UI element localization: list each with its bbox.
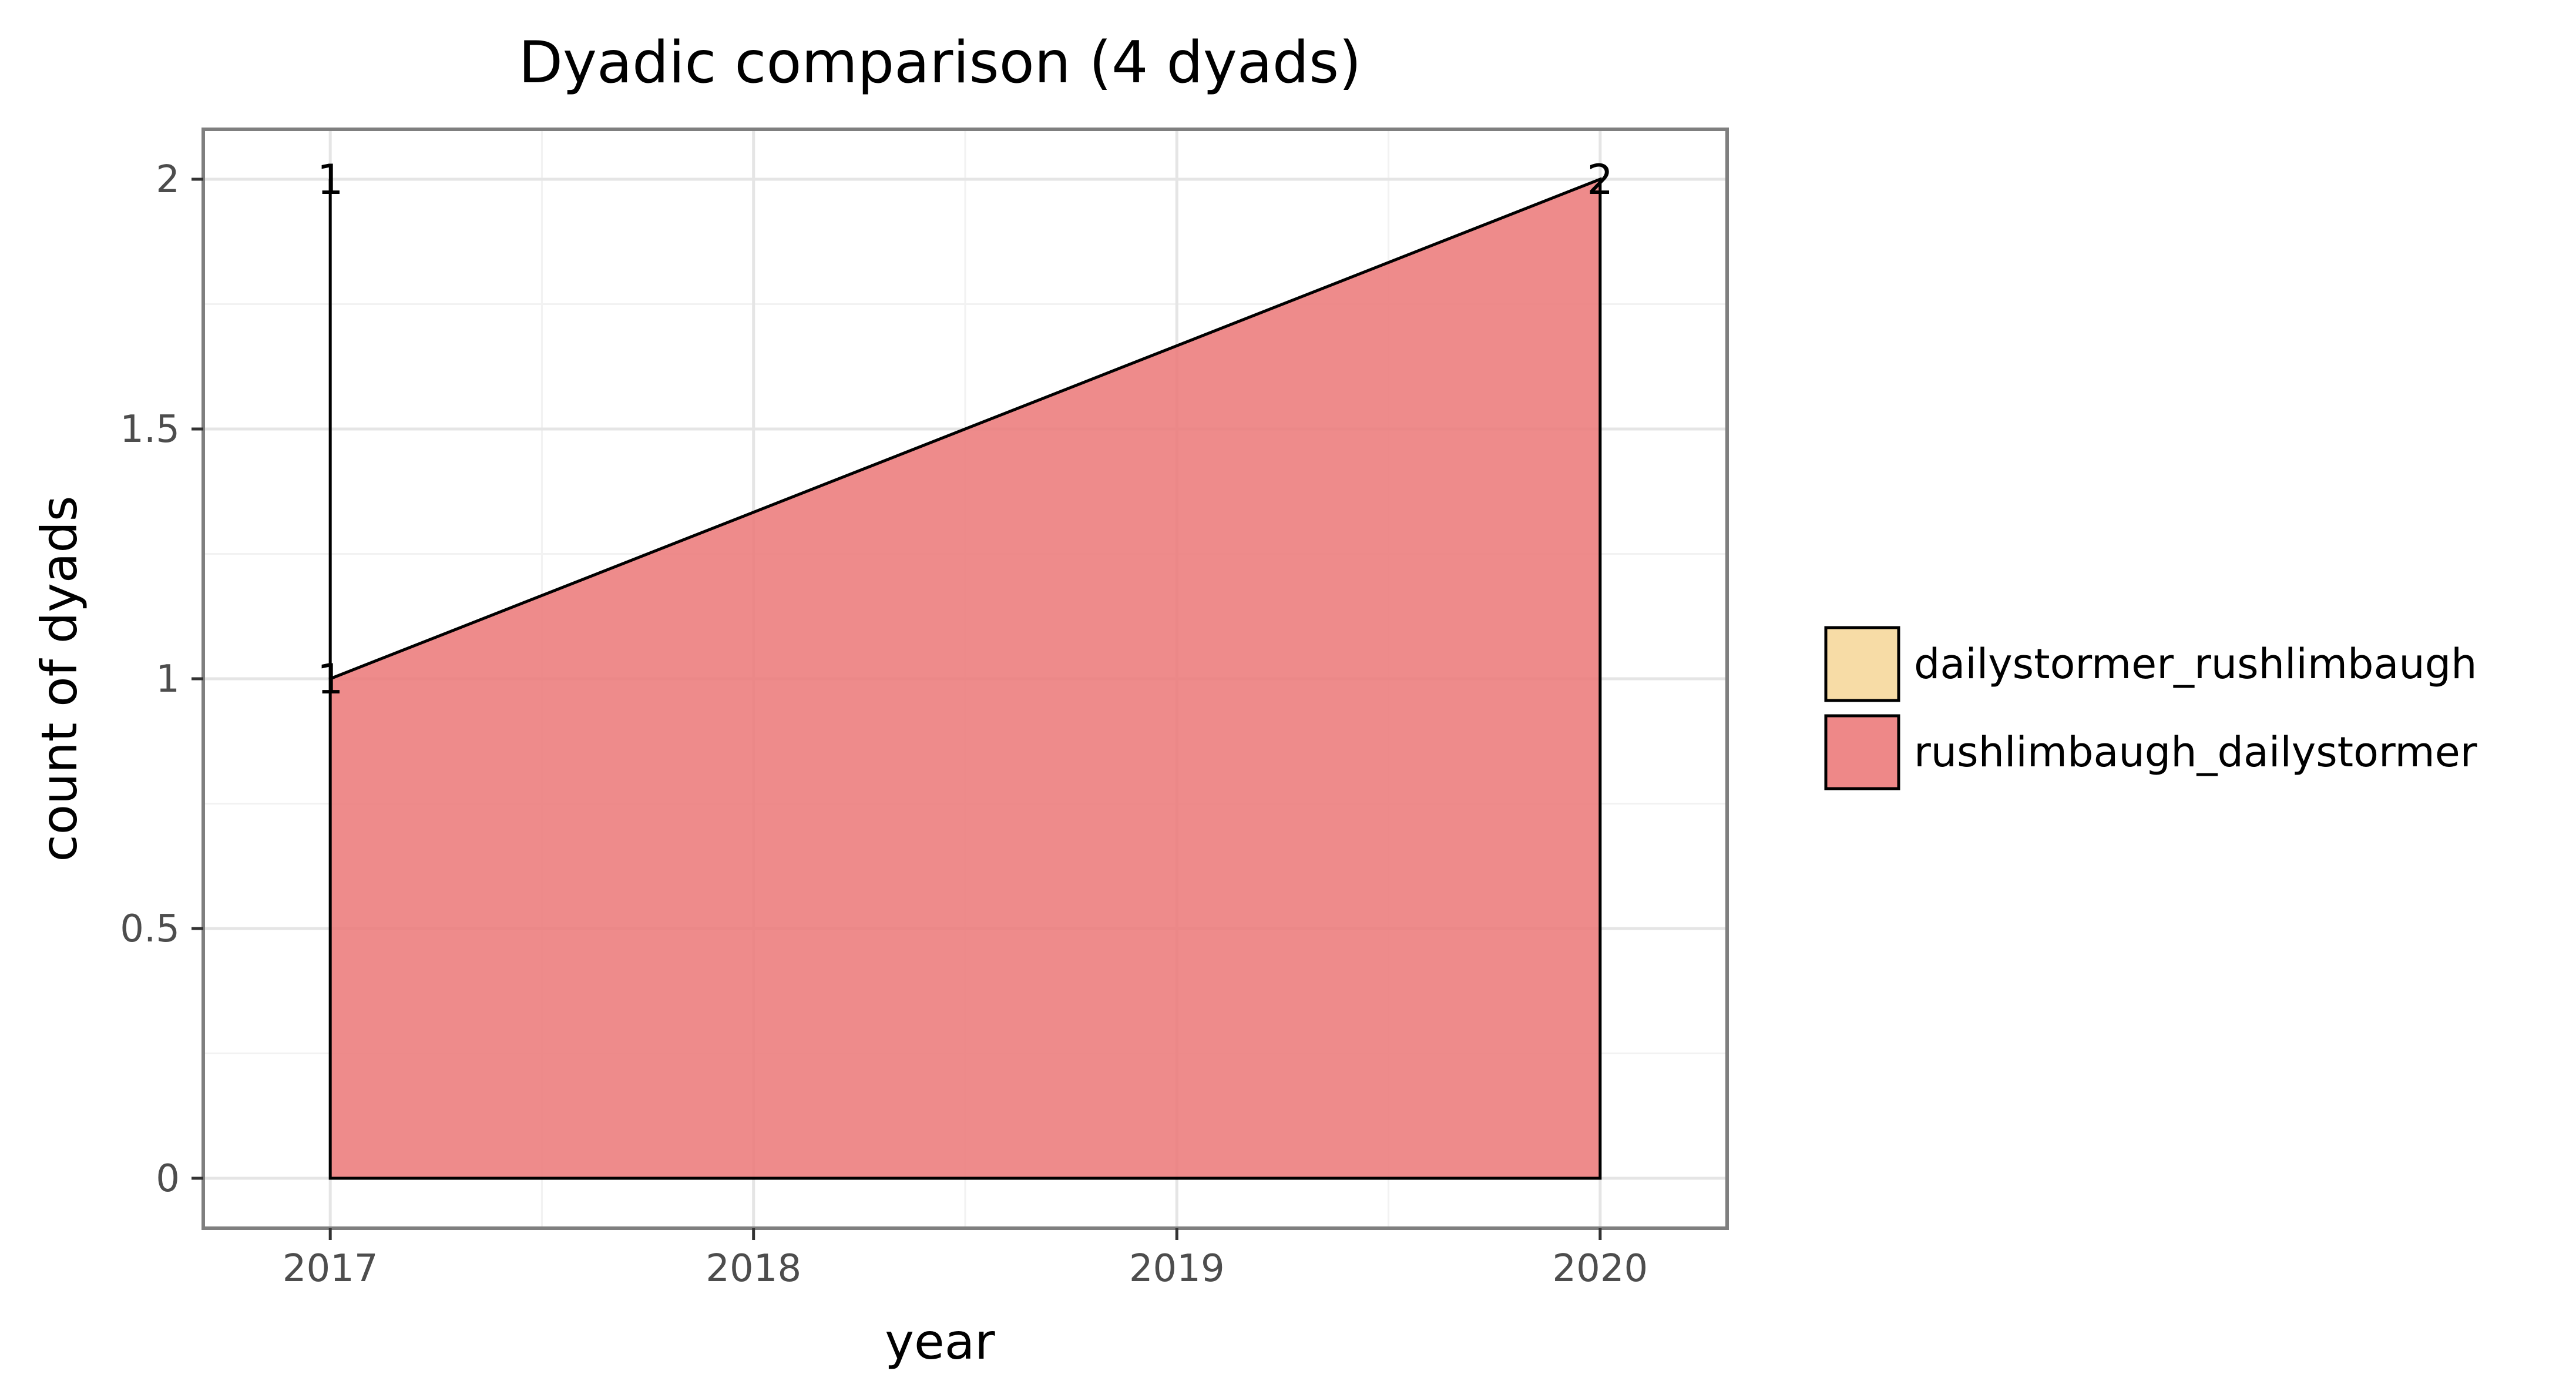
data-label: 2 <box>1587 156 1614 204</box>
y-axis-title: count of dyads <box>31 496 88 862</box>
x-tick-label: 2019 <box>1129 1247 1225 1291</box>
x-tick-label: 2018 <box>706 1247 801 1291</box>
axes: 2017 2018 2019 2020 0 0.5 1 1.5 2 <box>120 158 1648 1291</box>
x-tick-label: 2017 <box>283 1247 378 1291</box>
legend: dailystormer_rushlimbaugh rushlimbaugh_da… <box>1824 626 2477 790</box>
legend-label: dailystormer_rushlimbaugh <box>1914 640 2477 688</box>
area-rushlimbaugh_dailystormer <box>328 177 1602 1180</box>
data-label: 1 <box>317 156 344 204</box>
legend-swatch <box>1824 714 1900 790</box>
y-tick-label: 2 <box>156 158 180 202</box>
x-tick-label: 2020 <box>1552 1247 1648 1291</box>
legend-label: rushlimbaugh_dailystormer <box>1914 728 2477 776</box>
legend-swatch <box>1824 626 1900 702</box>
y-tick-label: 1 <box>156 658 180 701</box>
y-tick-label: 0 <box>156 1157 180 1201</box>
x-axis-title: year <box>885 1313 995 1370</box>
y-tick-label: 0.5 <box>120 907 180 951</box>
area-series <box>328 177 1602 1180</box>
y-tick-label: 1.5 <box>120 408 180 451</box>
chart-title: Dyadic comparison (4 dyads) <box>519 29 1362 96</box>
data-labels: 1 1 2 <box>317 156 1613 703</box>
data-label: 1 <box>317 655 344 703</box>
